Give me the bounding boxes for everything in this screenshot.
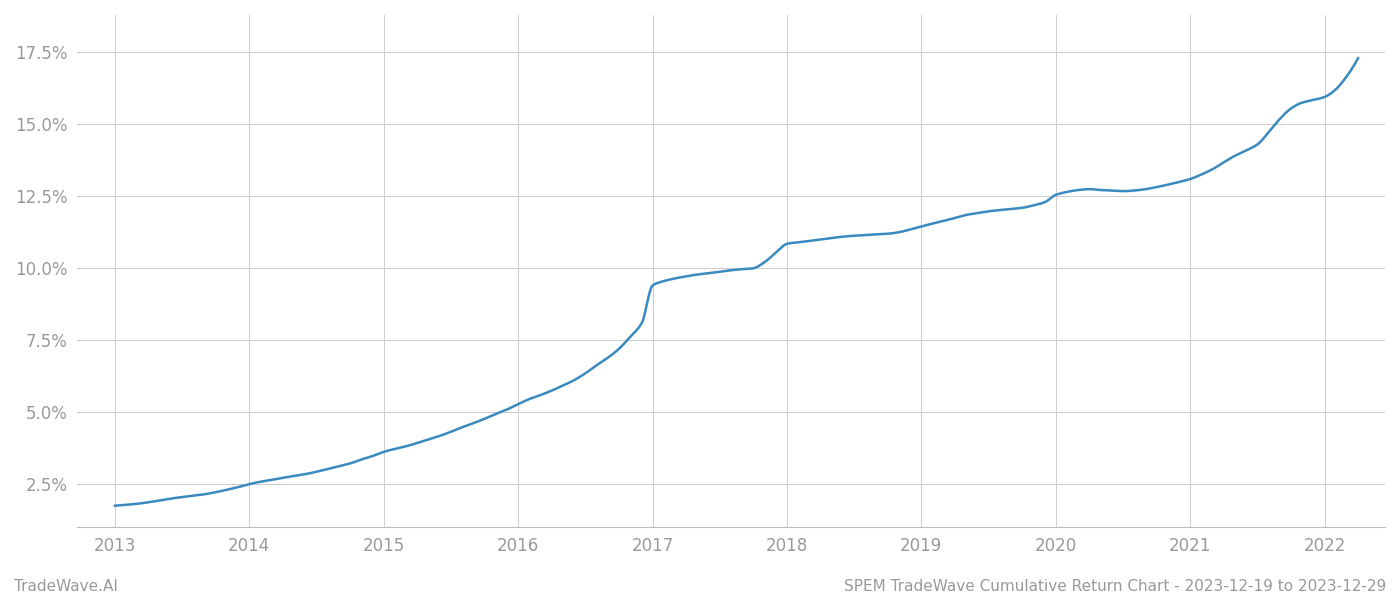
- Text: SPEM TradeWave Cumulative Return Chart - 2023-12-19 to 2023-12-29: SPEM TradeWave Cumulative Return Chart -…: [844, 579, 1386, 594]
- Text: TradeWave.AI: TradeWave.AI: [14, 579, 118, 594]
